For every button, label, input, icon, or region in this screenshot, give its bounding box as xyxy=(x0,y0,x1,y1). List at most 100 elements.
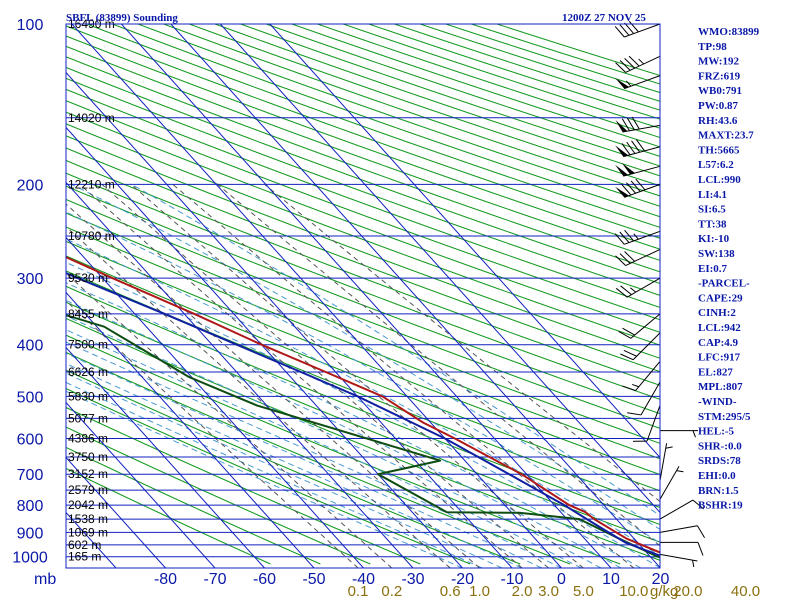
dewpoint-profile xyxy=(66,314,660,559)
height-label: 14020 m xyxy=(68,111,115,125)
dry-adiabat xyxy=(66,172,660,400)
wind-barb xyxy=(632,405,661,442)
mixing-ratio-line xyxy=(66,203,480,568)
wind-barb xyxy=(615,249,661,266)
dry-adiabat xyxy=(66,66,660,284)
index-item: HEL:-5 xyxy=(698,426,735,438)
pressure-tick-label: 900 xyxy=(17,525,44,542)
dry-adiabat xyxy=(66,159,660,386)
wind-barb-staff xyxy=(624,75,661,90)
pressure-tick-label: 600 xyxy=(17,432,44,449)
index-item: CAPE:29 xyxy=(698,292,743,304)
dry-adiabat xyxy=(66,446,321,565)
index-item: WB0:791 xyxy=(698,85,742,97)
dry-adiabat xyxy=(163,24,660,197)
wind-barb xyxy=(660,541,704,556)
height-label: 1538 m xyxy=(68,512,108,526)
dry-adiabat xyxy=(66,35,660,250)
wind-barb-feather xyxy=(623,349,637,357)
mixing-ratio-line xyxy=(101,184,549,568)
mixing-ratio-label: 10.0 xyxy=(619,583,648,600)
isotherm xyxy=(66,566,67,568)
wind-barb-staff xyxy=(659,525,698,533)
wind-barb xyxy=(659,553,698,568)
temperature-tick-label: 10 xyxy=(602,571,620,588)
index-item: LI:4.1 xyxy=(698,189,727,201)
wind-barb-staff xyxy=(625,55,661,73)
height-label: 12210 m xyxy=(68,177,115,191)
wind-barb-staff xyxy=(640,381,661,416)
wind-barb-half-feather xyxy=(630,287,637,293)
moist-adiabat xyxy=(66,282,641,568)
dry-adiabat xyxy=(66,135,660,359)
dry-adiabat xyxy=(66,88,660,308)
isotherm xyxy=(66,71,513,568)
wind-barb xyxy=(615,139,661,158)
wind-barb-pennant xyxy=(615,119,628,132)
temperature-profile xyxy=(66,256,660,554)
wind-barb-layer xyxy=(614,20,706,568)
height-label: 5830 m xyxy=(68,389,108,403)
moist-adiabat xyxy=(66,299,622,568)
wind-barb-feather xyxy=(626,117,635,131)
wind-barb-staff xyxy=(630,313,661,339)
wind-barb xyxy=(614,20,661,38)
dry-adiabat xyxy=(343,24,660,129)
index-item: CINH:2 xyxy=(698,307,736,319)
wind-barb-staff xyxy=(626,277,661,298)
temperature-tick-label: -40 xyxy=(352,571,375,588)
index-item: TH:5665 xyxy=(698,144,740,156)
wind-barb-feather xyxy=(624,22,635,34)
isotherm xyxy=(66,401,216,568)
wind-barb-staff xyxy=(635,361,661,391)
isotherm xyxy=(121,24,612,568)
index-item: STM:295/5 xyxy=(698,411,751,423)
pressure-tick-label: 700 xyxy=(17,467,44,484)
temperature-tick-label: -70 xyxy=(203,571,226,588)
mixing-ratio-label: 40.0 xyxy=(731,583,760,600)
moist-adiabat xyxy=(66,261,660,568)
isotherm xyxy=(66,456,166,568)
isotherm xyxy=(66,181,414,568)
height-label: 10780 m xyxy=(68,229,115,243)
height-label: 2579 m xyxy=(68,483,108,497)
pressure-tick-label: 400 xyxy=(17,338,44,355)
wind-barb-feather xyxy=(618,330,632,339)
wind-barb-feather xyxy=(626,182,636,194)
wind-barb-half-feather xyxy=(676,470,684,473)
wind-barb-staff xyxy=(624,183,661,198)
index-item: MAXT:23.7 xyxy=(698,130,754,142)
mixing-ratio-unit: g/kg xyxy=(650,583,678,600)
mixing-ratio-line xyxy=(172,184,635,568)
wind-barb-feather xyxy=(615,287,628,298)
height-label: 6626 m xyxy=(68,365,108,379)
moist-adiabat xyxy=(66,390,463,568)
wind-barb xyxy=(622,361,661,392)
moist-adiabat xyxy=(66,238,660,557)
mixing-ratio-line xyxy=(66,226,451,568)
wind-barb xyxy=(615,75,661,90)
pressure-tick-label: 300 xyxy=(17,271,44,288)
pressure-tick-label: 800 xyxy=(17,498,44,515)
index-item: L57:6.2 xyxy=(698,159,734,171)
wind-barb-feather xyxy=(631,140,641,153)
chart-title: SBFL (83899) Sounding xyxy=(66,12,178,24)
index-item: WMO:83899 xyxy=(698,26,760,38)
wind-barb-staff xyxy=(624,23,661,38)
wind-barb xyxy=(659,466,684,500)
wind-barb-feather xyxy=(614,233,625,245)
height-label: 2042 m xyxy=(68,498,108,512)
height-label: 165 m xyxy=(68,550,101,564)
moist-adiabat xyxy=(71,183,660,531)
wind-barb-half-feather xyxy=(692,430,696,438)
index-item: BRN:1.5 xyxy=(698,485,739,497)
mixing-ratio-label: 2.0 xyxy=(512,583,533,600)
wind-barb-pennant xyxy=(615,164,629,177)
wind-barb-staff xyxy=(622,124,661,133)
wind-barb xyxy=(615,116,661,133)
pressure-tick-label: 100 xyxy=(17,17,44,34)
dry-adiabat xyxy=(66,45,660,261)
moist-adiabat xyxy=(66,211,660,544)
wind-barb-staff xyxy=(624,230,661,245)
